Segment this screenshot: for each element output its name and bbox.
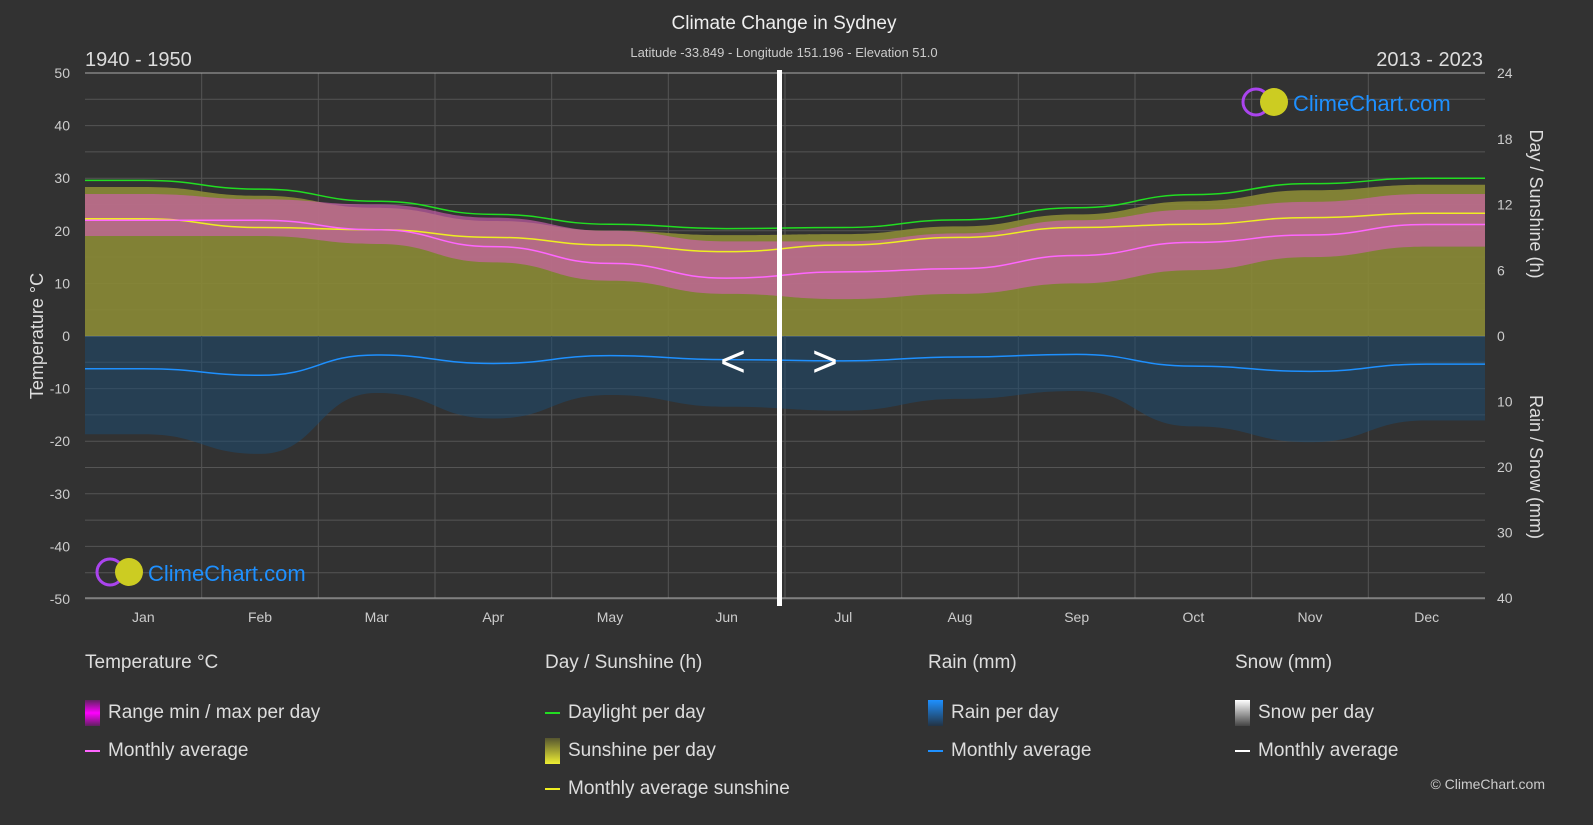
y-left-tick: 20: [54, 223, 70, 239]
x-tick-month: Jan: [132, 609, 155, 625]
daylight-line: [85, 177, 1485, 230]
legend-item-snow: Snow per day: [1235, 694, 1398, 732]
y-right-top-tick: 6: [1497, 262, 1505, 278]
y-right-bottom-tick: 40: [1497, 590, 1513, 606]
line-swatch: [928, 750, 943, 752]
legend-title: Rain (mm): [928, 652, 1017, 673]
range-swatch: [85, 700, 100, 726]
legend-item-daylight: Daylight per day: [545, 694, 790, 732]
y-right-bottom-tick: 10: [1497, 394, 1513, 410]
y-right-bottom-tick: 30: [1497, 525, 1513, 541]
legend-label: Monthly average sunshine: [568, 778, 790, 799]
legend-label: Monthly average: [108, 740, 249, 761]
period-divider[interactable]: [777, 70, 782, 606]
sunshine-avg-line: [85, 212, 1485, 253]
legend-label: Range min / max per day: [108, 702, 321, 723]
line-swatch: [85, 750, 100, 752]
watermark-bottom: ClimeChart.com: [95, 557, 306, 587]
snow-swatch: [1235, 700, 1250, 726]
x-tick-month: Apr: [482, 609, 504, 625]
temperature-range-band: [85, 193, 1485, 300]
y-left-tick: -50: [50, 591, 70, 607]
period-left: 1940 - 1950: [85, 49, 192, 71]
x-tick-month: May: [597, 609, 623, 625]
legend-temperature: Temperature °C Range min / max per day M…: [85, 652, 320, 770]
watermark-text: ClimeChart.com: [148, 561, 306, 586]
y-left-tick: -10: [50, 381, 70, 397]
legend-sun: Day / Sunshine (h) Daylight per day Suns…: [545, 652, 790, 808]
line-swatch: [545, 712, 560, 714]
y-left-tick: -30: [50, 486, 70, 502]
x-tick-month: Nov: [1298, 609, 1323, 625]
legend-rain: Rain (mm) Rain per day Monthly average: [928, 652, 1091, 770]
y-left-tick: 50: [54, 65, 70, 81]
legend-item-range: Range min / max per day: [85, 694, 320, 732]
x-tick-month: Jun: [715, 609, 738, 625]
legend-label: Monthly average: [1258, 740, 1399, 761]
x-tick-month: Aug: [948, 609, 973, 625]
y-right-top-tick: 24: [1497, 65, 1513, 81]
legend-item-temp-avg: Monthly average: [85, 732, 320, 770]
y-left-tick: 40: [54, 118, 70, 134]
chart-title: Climate Change in Sydney: [672, 13, 897, 34]
prev-period-button[interactable]: <: [720, 337, 746, 386]
line-swatch: [1235, 750, 1250, 752]
chart-subtitle: Latitude -33.849 - Longitude 151.196 - E…: [630, 45, 937, 60]
rain-per-day-area: [85, 336, 1485, 454]
legend-item-snow-avg: Monthly average: [1235, 732, 1398, 770]
watermark-top: ClimeChart.com: [1241, 87, 1451, 117]
lines: [84, 177, 1485, 377]
x-tick-month: Feb: [248, 609, 272, 625]
legend-label: Rain per day: [951, 702, 1059, 723]
y-axis-right-bottom-label: Rain / Snow (mm): [1526, 395, 1546, 539]
period-right: 2013 - 2023: [1376, 49, 1483, 71]
x-tick-month: Jul: [834, 609, 852, 625]
y-right-bottom-tick: 20: [1497, 459, 1513, 475]
y-left-tick: -20: [50, 433, 70, 449]
legend-item-sunshine: Sunshine per day: [545, 732, 790, 770]
legend-label: Daylight per day: [568, 702, 706, 723]
legend-title: Day / Sunshine (h): [545, 652, 703, 673]
copyright: © ClimeChart.com: [1430, 776, 1545, 792]
watermark-text: ClimeChart.com: [1293, 91, 1451, 116]
legend-label: Snow per day: [1258, 702, 1375, 723]
x-tick-month: Oct: [1182, 609, 1204, 625]
axes: 50 40 30 20 10 0 -10 -20 -30 -40 -50 24 18 12 6 0 10 20 30…: [50, 65, 1513, 625]
sunshine-swatch: [545, 738, 560, 764]
temperature-avg-line: [85, 219, 1485, 279]
legend-title: Snow (mm): [1235, 652, 1333, 673]
legend-item-rain-avg: Monthly average: [928, 732, 1091, 770]
y-axis-left-label: Temperature °C: [27, 273, 47, 399]
y-left-tick: -40: [50, 538, 70, 554]
y-left-tick: 10: [54, 275, 70, 291]
y-right-top-tick: 18: [1497, 131, 1513, 147]
climate-chart: Climate Change in Sydney Latitude -33.84…: [27, 13, 1546, 625]
legend-title: Temperature °C: [85, 652, 219, 673]
rain-swatch: [928, 700, 943, 726]
legend-label: Monthly average: [951, 740, 1092, 761]
y-axis-right-top-label: Day / Sunshine (h): [1526, 129, 1546, 278]
y-left-tick: 0: [62, 328, 70, 344]
line-swatch: [545, 788, 560, 790]
x-tick-month: Dec: [1414, 609, 1439, 625]
legend-snow: Snow (mm) Snow per day Monthly average: [1235, 652, 1398, 770]
y-left-tick: 30: [54, 170, 70, 186]
x-tick-month: Mar: [365, 609, 389, 625]
legend-item-rain: Rain per day: [928, 694, 1091, 732]
legend-item-sunshine-avg: Monthly average sunshine: [545, 770, 790, 808]
x-tick-month: Sep: [1064, 609, 1089, 625]
y-right-top-tick: 12: [1497, 197, 1513, 213]
y-right-top-tick: 0: [1497, 328, 1505, 344]
legend-label: Sunshine per day: [568, 740, 716, 761]
bands: [85, 184, 1485, 454]
next-period-button[interactable]: >: [812, 337, 838, 386]
